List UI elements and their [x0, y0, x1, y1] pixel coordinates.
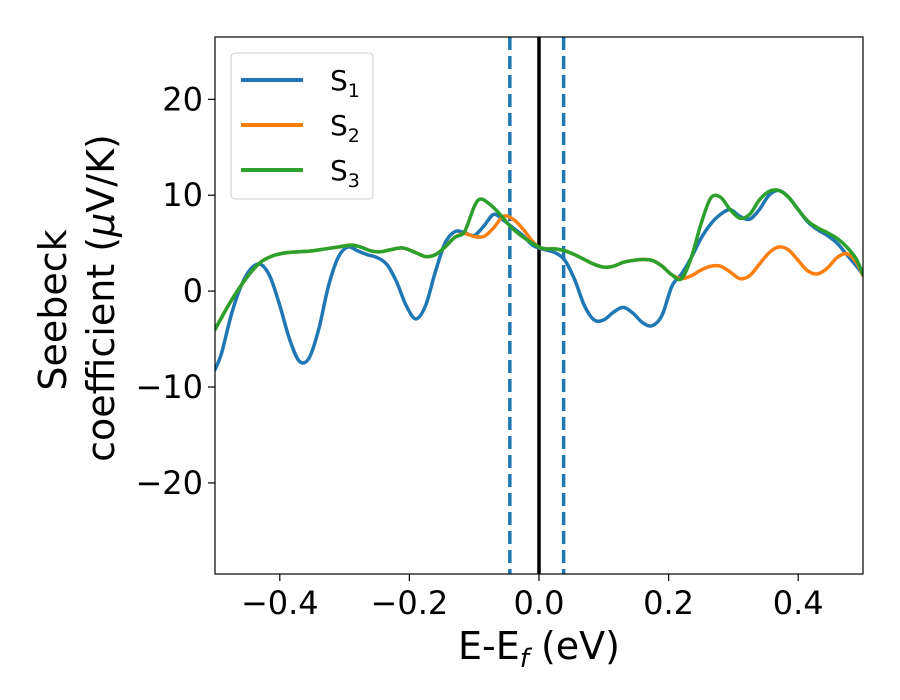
y-axis-label-mu: μ [79, 213, 123, 238]
legend-label-main: S [330, 109, 348, 142]
x-axis-label: E-Ef (eV) [458, 624, 620, 674]
legend-label-s1: S1 [330, 64, 360, 102]
y-tick-label: −20 [135, 464, 203, 502]
legend-label-main: S [330, 154, 348, 187]
vertical-lines [508, 37, 566, 574]
legend-label-s3: S3 [330, 154, 360, 192]
x-axis-label-main: E-E [458, 624, 520, 668]
legend-label-sub: 1 [348, 80, 360, 102]
x-axis-ticks: −0.4 −0.2 0.0 0.2 0.4 [241, 574, 824, 622]
legend-label-sub: 2 [348, 125, 360, 147]
y-axis-label-line1: Seebeck [31, 229, 75, 390]
legend-label-main: S [330, 64, 348, 97]
y-axis-label-pre: coefficient ( [79, 237, 123, 462]
x-tick-label: 0.4 [773, 584, 824, 622]
y-axis-label-line2: coefficient (μV/K) [79, 134, 123, 462]
x-tick-label: 0.2 [643, 584, 694, 622]
series-lines [215, 188, 863, 372]
legend-label-sub: 3 [348, 170, 360, 192]
x-tick-label: 0.0 [514, 584, 565, 622]
y-axis-ticks: 20 10 0 −10 −20 [135, 80, 215, 502]
y-tick-label: 10 [162, 176, 203, 214]
y-axis-label-post: V/K) [79, 134, 123, 213]
x-tick-label: −0.4 [241, 584, 319, 622]
series-line-s3 [215, 188, 863, 332]
y-tick-label: 0 [183, 272, 203, 310]
y-tick-label: −10 [135, 368, 203, 406]
x-axis-label-suffix: (eV) [529, 624, 620, 668]
legend-label-s2: S2 [330, 109, 360, 147]
y-tick-label: 20 [162, 80, 203, 118]
x-tick-label: −0.2 [371, 584, 449, 622]
